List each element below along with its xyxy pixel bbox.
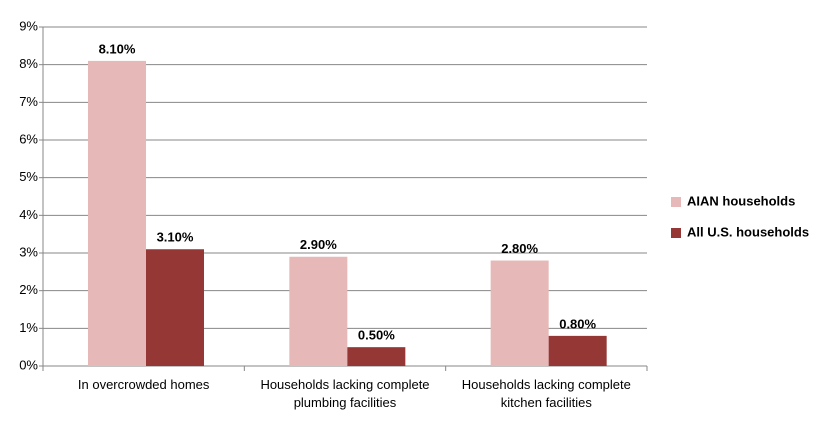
bar [490, 260, 549, 366]
y-tick-label: 0% [19, 357, 38, 372]
y-tick-label: 2% [19, 282, 38, 297]
value-label: 0.80% [559, 316, 596, 331]
legend-swatch [671, 197, 681, 207]
y-tick-label: 7% [19, 94, 38, 109]
value-label: 8.10% [99, 41, 136, 56]
legend-label: All U.S. households [687, 224, 809, 239]
legend-swatch [671, 228, 681, 238]
y-tick-label: 3% [19, 244, 38, 259]
value-label: 2.80% [501, 241, 538, 256]
x-tick-label: In overcrowded homes [77, 377, 210, 392]
bar [548, 335, 607, 366]
x-tick-label: Households lacking complete plumbing fac… [260, 377, 430, 410]
bar [347, 347, 406, 366]
value-label: 3.10% [157, 230, 194, 245]
value-label: 0.50% [358, 328, 395, 343]
legend-label: AIAN households [687, 193, 795, 208]
y-tick-label: 1% [19, 320, 38, 335]
bar [289, 256, 348, 366]
bar [146, 249, 204, 366]
x-tick-label: Households lacking complete kitchen faci… [461, 377, 631, 410]
y-tick-label: 9% [19, 18, 38, 33]
y-tick-label: 4% [19, 207, 38, 222]
value-label: 2.90% [300, 237, 337, 252]
bar [88, 60, 146, 367]
y-tick-label: 5% [19, 169, 38, 184]
y-tick-label: 6% [19, 131, 38, 146]
y-tick-label: 8% [19, 56, 38, 71]
